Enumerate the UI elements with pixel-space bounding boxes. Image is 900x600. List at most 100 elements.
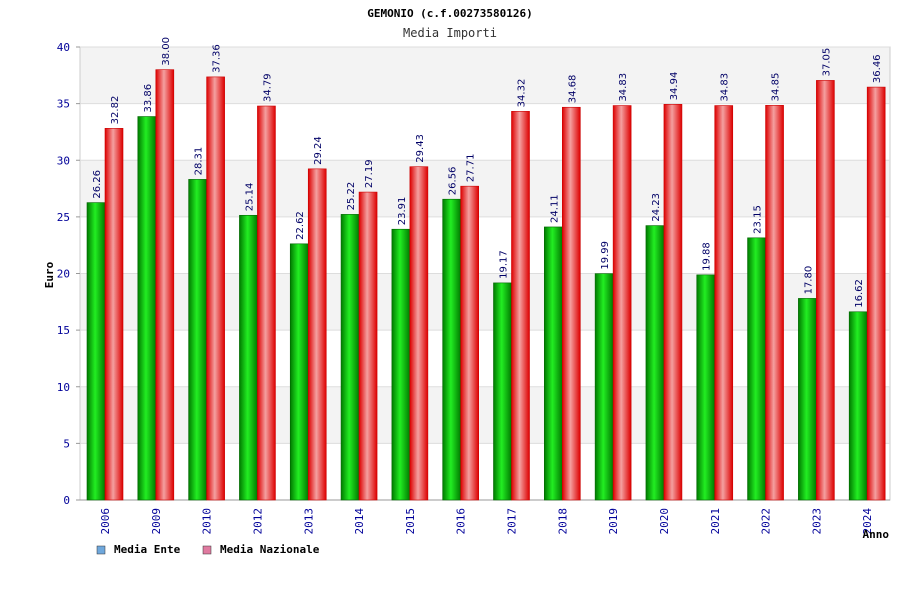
bar-media-nazionale-2014 [358,191,378,501]
x-axis-ticks: 2006 2009 2010 2012 2013 2014 2015 2016 2017 2018… [99,508,874,535]
data-label: 37.05 [821,48,832,77]
data-label: 26.26 [92,170,103,199]
x-tick-label: 2006 [99,508,112,535]
bar-media-nazionale-2009 [155,69,175,501]
data-label: 25.14 [244,183,255,212]
data-label: 29.24 [313,136,324,165]
data-label: 34.85 [771,73,782,102]
bar-media-ente-2016 [442,198,461,501]
bar-media-ente-2009 [137,116,157,501]
bar-media-nazionale-2006 [104,128,124,501]
bar-media-ente-2014 [340,214,360,501]
data-label: 36.46 [872,54,883,83]
bar-media-ente-2022 [747,237,766,501]
bar-media-ente-2018 [544,226,563,501]
x-tick-label: 2015 [404,508,417,535]
data-label: 34.83 [720,73,731,102]
data-label: 24.11 [549,194,560,223]
data-label: 16.62 [854,279,865,308]
bar-media-ente-2019 [594,273,614,501]
x-tick-label: 2009 [150,508,163,535]
x-tick-label: 2012 [251,508,264,535]
x-tick-label: 2014 [353,508,366,535]
x-tick-label: 2021 [709,508,722,535]
x-tick-label: 2022 [760,508,773,535]
data-label: 33.86 [143,84,154,113]
data-label: 38.00 [161,37,172,66]
x-tick-label: 2016 [455,508,468,535]
chart-title: GEMONIO (c.f.00273580126) [367,7,533,20]
plot-band [80,47,890,104]
x-tick-label: 2024 [861,508,874,535]
bar-media-nazionale-2012 [257,105,276,501]
data-label: 34.68 [567,75,578,104]
y-tick-label: 40 [57,41,70,54]
data-label: 23.91 [397,197,408,226]
x-tick-label: 2020 [658,508,671,535]
bar-media-nazionale-2019 [612,105,632,501]
data-label: 23.15 [753,205,764,234]
y-tick-label: 35 [57,98,70,111]
bars [86,69,886,501]
y-tick-label: 15 [57,324,70,337]
data-label: 34.32 [517,79,528,108]
data-label: 19.99 [600,241,611,270]
data-label: 37.36 [212,44,223,73]
data-label: 34.83 [618,73,629,102]
x-axis-label: Anno [863,528,890,541]
data-label: 19.17 [499,250,510,279]
bar-media-nazionale-2010 [206,76,225,501]
bar-media-ente-2010 [188,179,207,501]
y-tick-label: 30 [57,154,70,167]
bar-media-nazionale-2017 [511,111,530,501]
data-label: 34.79 [262,73,273,102]
legend: Media Ente Media Nazionale [96,543,320,556]
legend-swatch-media-nazionale [202,545,212,555]
data-label: 29.43 [415,134,426,163]
bar-media-nazionale-2013 [307,168,327,501]
data-label: 24.23 [651,193,662,222]
bar-media-nazionale-2023 [816,80,835,501]
x-tick-label: 2010 [201,508,214,535]
x-tick-label: 2013 [302,508,315,535]
x-tick-label: 2019 [607,508,620,535]
bar-media-ente-2015 [391,228,411,501]
bar-media-ente-2020 [645,225,665,501]
bar-media-ente-2023 [798,298,817,501]
chart-subtitle: Media Importi [403,26,497,40]
data-label: 26.56 [448,167,459,196]
bar-media-nazionale-2015 [409,166,429,501]
data-label: 34.94 [669,72,680,101]
y-tick-label: 0 [63,494,70,507]
bar-media-ente-2017 [493,282,512,501]
legend-label-media-nazionale: Media Nazionale [220,543,320,556]
data-label: 19.88 [702,242,713,271]
data-label: 27.71 [466,154,477,183]
bar-media-nazionale-2020 [663,104,683,501]
legend-swatch-media-ente [96,545,106,555]
data-label: 28.31 [194,147,205,176]
bar-media-nazionale-2018 [562,106,581,501]
y-axis-ticks: 0 5 10 15 20 25 30 35 40 [57,41,80,507]
bar-media-nazionale-2016 [460,185,479,501]
data-label: 27.19 [364,159,375,188]
x-tick-label: 2018 [556,508,569,535]
y-tick-label: 5 [63,437,70,450]
x-tick-label: 2017 [506,508,519,535]
bar-media-nazionale-2024 [866,86,886,501]
y-tick-label: 20 [57,268,70,281]
y-tick-label: 10 [57,381,70,394]
legend-label-media-ente: Media Ente [114,543,181,556]
bar-media-ente-2021 [696,274,716,501]
data-labels: 26.26 32.82 33.86 38.00 28.31 37.36 25.14 34.79… [92,37,883,308]
data-label: 32.82 [110,96,121,125]
bar-media-ente-2012 [239,214,258,501]
x-tick-label: 2023 [810,508,823,535]
y-tick-label: 25 [57,211,70,224]
data-label: 22.62 [295,211,306,240]
bar-media-nazionale-2022 [765,105,784,501]
bar-media-ente-2013 [289,243,309,501]
data-label: 25.22 [346,182,357,211]
